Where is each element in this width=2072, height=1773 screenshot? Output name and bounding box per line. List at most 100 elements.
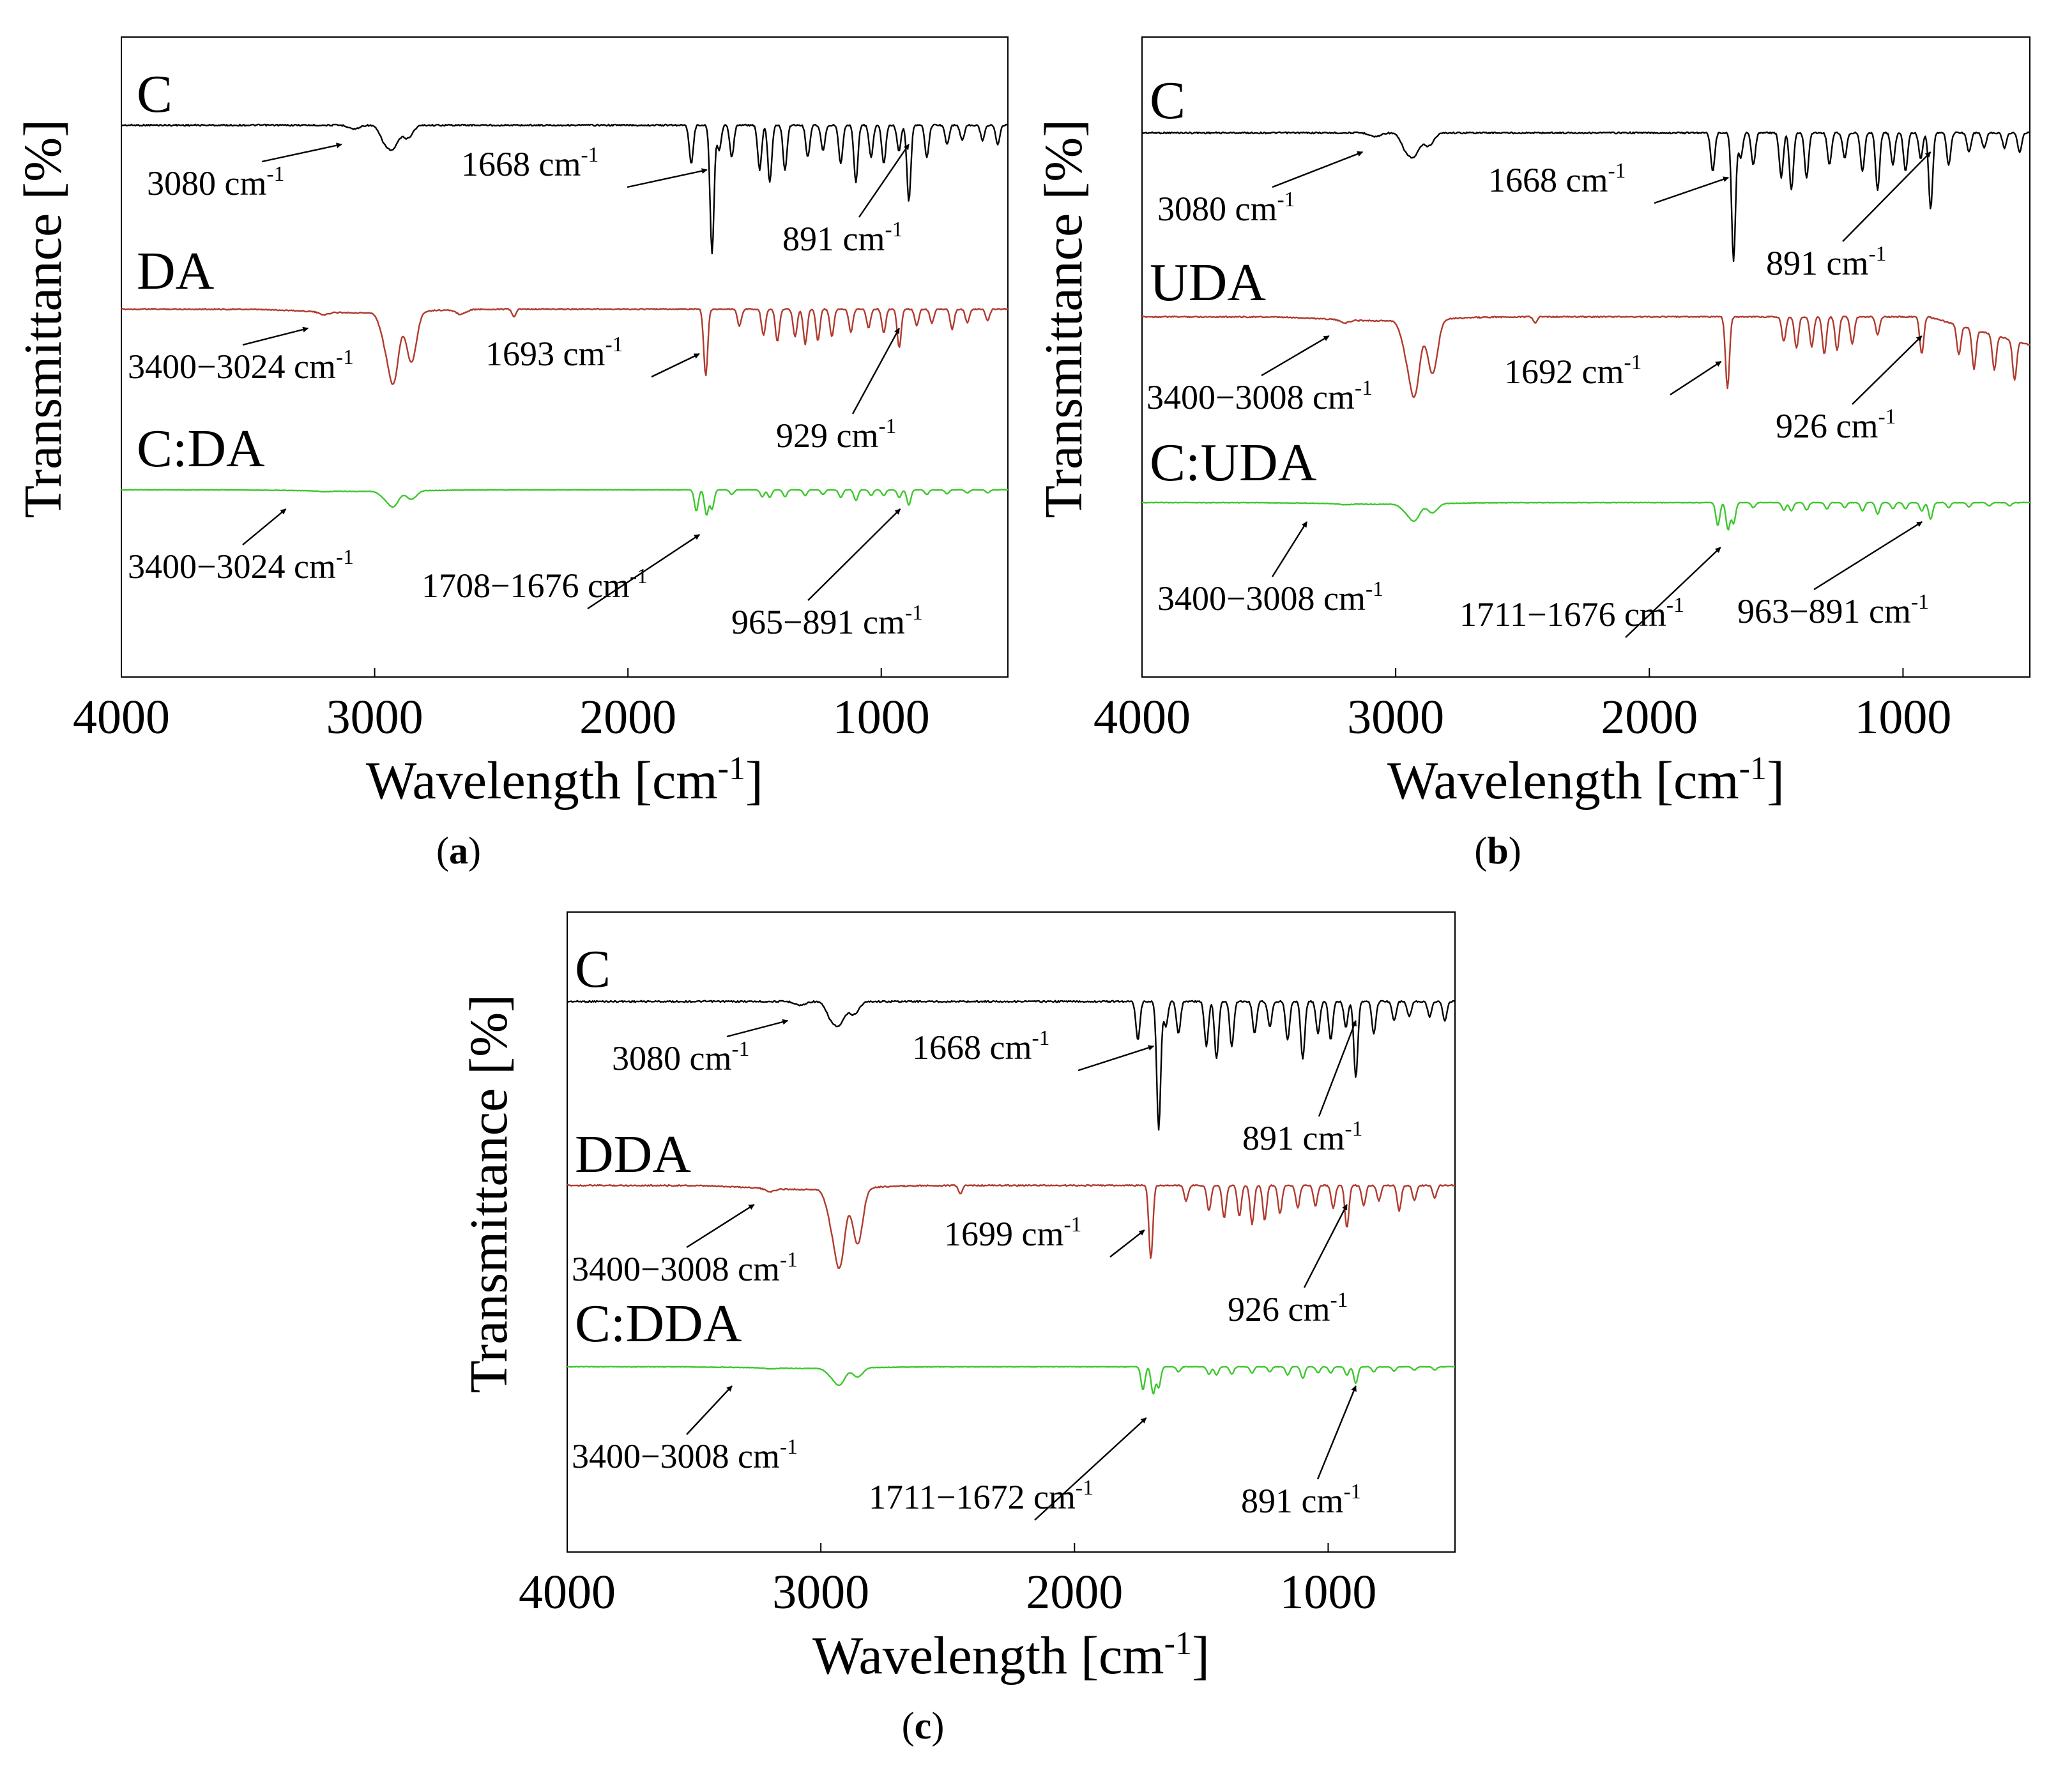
unit-exponent: -1 — [1164, 1625, 1192, 1662]
x-axis-label-text: Wavelength [cm — [812, 1626, 1164, 1685]
panel-label: (a) — [436, 830, 481, 872]
panel-label-close: ) — [931, 1705, 944, 1747]
x-tick-label: 2000 — [1026, 1565, 1123, 1619]
x-tick-label: 3000 — [326, 690, 423, 744]
x-axis-label-text: Wavelength [cm — [1387, 751, 1739, 810]
peak-annotation-text: 1668 cm — [912, 1028, 1032, 1067]
peak-annotation-text: 3080 cm — [147, 164, 266, 202]
panel-label: (c) — [902, 1705, 945, 1747]
plot-frame — [567, 911, 1456, 1553]
peak-annotation: 929 cm-1 — [776, 415, 896, 455]
peak-annotation-text: 3400−3024 cm — [128, 347, 336, 386]
series-label: C:UDA — [1150, 433, 1317, 492]
annotation-arrow — [851, 328, 900, 415]
x-axis-label-close: ] — [745, 751, 763, 810]
panel-label-close: ) — [1509, 830, 1521, 872]
spectrum-line — [567, 1183, 1456, 1270]
peak-annotation: 891 cm-1 — [782, 218, 903, 258]
x-axis-label: Wavelength [cm-1] — [366, 750, 763, 810]
peak-annotation: 3400−3008 cm-1 — [1157, 577, 1383, 618]
y-axis-label: Transmittance [%] — [1034, 119, 1093, 518]
peak-annotation-text: 1708−1676 cm — [422, 567, 630, 605]
unit-exponent: -1 — [1032, 1026, 1049, 1050]
annotation-arrow — [1318, 1020, 1357, 1117]
unit-exponent: -1 — [1330, 1288, 1348, 1312]
peak-annotation: 1692 cm-1 — [1504, 351, 1642, 391]
unit-exponent: -1 — [1624, 351, 1642, 374]
panel-label-open: ( — [1474, 830, 1487, 872]
peak-annotation: 3080 cm-1 — [1157, 188, 1295, 228]
unit-exponent: -1 — [885, 218, 903, 241]
peak-annotation: 963−891 cm-1 — [1737, 590, 1929, 630]
x-tick-label: 2000 — [1601, 690, 1698, 744]
spectrum-line — [1141, 315, 2030, 399]
series-label: DA — [137, 241, 215, 301]
peak-annotation-text: 3400−3024 cm — [128, 547, 336, 586]
unit-exponent: -1 — [1739, 750, 1767, 787]
annotation-arrow — [242, 326, 309, 346]
spectrum-line — [121, 489, 1008, 516]
peak-annotation-text: 1668 cm — [1488, 161, 1608, 199]
x-axis-label-text: Wavelength [cm — [366, 751, 718, 810]
x-tick-label: 2000 — [579, 690, 676, 744]
peak-annotation: 3400−3008 cm-1 — [1146, 376, 1373, 416]
peak-annotation-text: 3080 cm — [612, 1039, 731, 1077]
peak-annotation: 1693 cm-1 — [485, 333, 623, 373]
x-axis-label: Wavelength [cm-1] — [812, 1625, 1210, 1685]
unit-exponent: -1 — [780, 1248, 798, 1272]
peak-annotation-text: 891 cm — [1241, 1482, 1343, 1520]
spectrum-line — [567, 1000, 1456, 1131]
annotation-arrow — [1316, 1385, 1357, 1480]
annotation-arrow — [1261, 335, 1330, 377]
x-tick-label: 1000 — [1279, 1565, 1376, 1619]
peak-annotation: 891 cm-1 — [1766, 242, 1886, 282]
peak-annotation: 965−891 cm-1 — [731, 601, 923, 641]
peak-annotation: 1699 cm-1 — [944, 1213, 1081, 1253]
peak-annotation-text: 1711−1676 cm — [1459, 595, 1666, 634]
annotation-arrow — [651, 353, 700, 378]
unit-exponent: -1 — [1666, 593, 1684, 617]
unit-exponent: -1 — [605, 333, 623, 356]
peak-annotation: 891 cm-1 — [1242, 1117, 1362, 1157]
peak-annotation: 1711−1676 cm-1 — [1459, 593, 1684, 634]
x-tick-label: 1000 — [833, 690, 930, 744]
unit-exponent: -1 — [266, 162, 284, 186]
y-axis-label: Transmittance [%] — [459, 994, 519, 1393]
peak-annotation: 3080 cm-1 — [612, 1037, 749, 1077]
unit-exponent: -1 — [1878, 405, 1896, 429]
peak-annotation-text: 965−891 cm — [731, 603, 905, 641]
peak-annotation-text: 929 cm — [776, 416, 878, 455]
unit-exponent: -1 — [780, 1435, 798, 1459]
peak-annotation-text: 1711−1672 cm — [869, 1478, 1076, 1516]
series-label: C:DDA — [575, 1294, 742, 1353]
annotation-arrow — [726, 1019, 789, 1038]
panel-label-open: ( — [902, 1705, 915, 1747]
unit-exponent: -1 — [1345, 1117, 1362, 1141]
annotation-arrow — [1303, 1204, 1348, 1288]
annotation-arrow — [1078, 1045, 1154, 1072]
annotation-arrow — [858, 144, 910, 218]
unit-exponent: -1 — [878, 415, 896, 438]
peak-annotation-text: 3400−3008 cm — [1157, 579, 1366, 618]
x-tick-label: 4000 — [1093, 690, 1191, 744]
series-label: UDA — [1150, 253, 1266, 312]
peak-annotation-text: 3400−3008 cm — [1146, 378, 1355, 416]
annotation-arrow — [807, 508, 901, 601]
panel-label-letter: c — [915, 1705, 932, 1747]
plot-frame — [1141, 36, 2030, 678]
x-tick-label: 4000 — [519, 1565, 616, 1619]
annotation-arrow — [1670, 360, 1722, 396]
annotation-arrow — [627, 168, 708, 188]
spectrum-line — [1141, 131, 2030, 263]
annotation-arrow — [242, 508, 287, 545]
annotation-arrow — [1109, 1229, 1145, 1258]
annotation-arrow — [1654, 176, 1729, 204]
annotation-arrow — [1625, 547, 1721, 638]
